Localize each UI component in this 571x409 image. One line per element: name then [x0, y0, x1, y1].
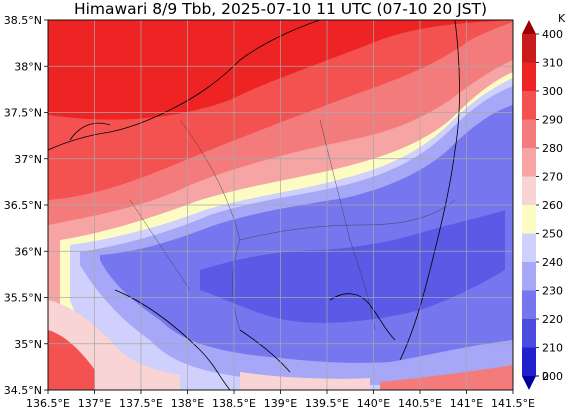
y-tick-label: 35.5°N: [4, 292, 42, 305]
colorbar-bin: [522, 34, 536, 63]
colorbar-bin: [522, 91, 536, 120]
x-tick-label: 137.5°E: [119, 397, 163, 409]
y-tick-label: 38°N: [14, 60, 42, 73]
colorbar-bin: [522, 205, 536, 234]
colorbar-bin: [522, 148, 536, 177]
colorbar-tick-label: 400: [542, 28, 563, 41]
colorbar-tick-label: 230: [542, 285, 563, 298]
x-tick-label: 139.5°E: [305, 397, 349, 409]
x-tick-label: 140.5°E: [398, 397, 442, 409]
colorbar-min-extension: [522, 376, 536, 390]
field-blue3: [200, 210, 505, 323]
colorbar-tick-label: 290: [542, 114, 563, 127]
colorbar-bin: [522, 319, 536, 348]
x-tick-label: 138.5°E: [212, 397, 256, 409]
x-tick-label: 141°E: [450, 397, 483, 409]
colorbar-tick-label: 210: [542, 342, 563, 355]
x-axis-ticks: 136.5°E 137°E 137.5°E 138°E 138.5°E 139°E 139.…: [26, 390, 535, 409]
colorbar-tick-label: 310: [542, 57, 563, 70]
field-pink-south: [240, 372, 370, 390]
colorbar-bin: [522, 347, 536, 377]
y-tick-label: 38.5°N: [4, 14, 42, 27]
colorbar-tick-label: 250: [542, 228, 563, 241]
x-tick-label: 139°E: [264, 397, 297, 409]
colorbar-tick-label: 0: [542, 370, 549, 383]
colorbar-tick-label: 270: [542, 171, 563, 184]
y-tick-label: 37.5°N: [4, 107, 42, 120]
colorbar-tick-label: 200: [542, 370, 563, 383]
coastline: [48, 20, 460, 390]
colorbar-bin: [522, 290, 536, 320]
colorbar-tick-label: 220: [542, 313, 563, 326]
map-title: Himawari 8/9 Tbb, 2025-07-10 11 UTC (07-…: [73, 0, 488, 18]
x-tick-label: 137°E: [78, 397, 111, 409]
x-tick-label: 141.5°E: [491, 397, 535, 409]
field-red-southwest: [48, 330, 95, 390]
colorbar-bin: [522, 233, 536, 263]
y-tick-label: 36°N: [14, 245, 42, 258]
colorbar-tick-label: 240: [542, 256, 563, 269]
colorbar-tick-label: 300: [542, 85, 563, 98]
field-red-southeast: [380, 365, 513, 390]
y-tick-label: 36.5°N: [4, 199, 42, 212]
colorbar-tick-label: 280: [542, 142, 563, 155]
y-tick-label: 37°N: [14, 153, 42, 166]
colorbar-bin: [522, 176, 536, 206]
y-tick-label: 34.5°N: [4, 384, 42, 397]
y-tick-label: 35°N: [14, 338, 42, 351]
colorbar-unit: K: [558, 12, 566, 25]
gridlines: [47, 19, 514, 391]
colorbar-tick-label: 260: [542, 199, 563, 212]
colorbar-bin: [522, 119, 536, 149]
colorbar-max-extension: [522, 20, 536, 34]
colorbar-bin: [522, 62, 536, 92]
y-axis-ticks: 38.5°N 38°N 37.5°N 37°N 36.5°N 36°N 35.5°N 35°N…: [4, 14, 48, 397]
x-tick-label: 138°E: [171, 397, 204, 409]
colorbar-bin: [522, 262, 536, 291]
x-tick-label: 136.5°E: [26, 397, 70, 409]
x-tick-label: 140°E: [357, 397, 390, 409]
